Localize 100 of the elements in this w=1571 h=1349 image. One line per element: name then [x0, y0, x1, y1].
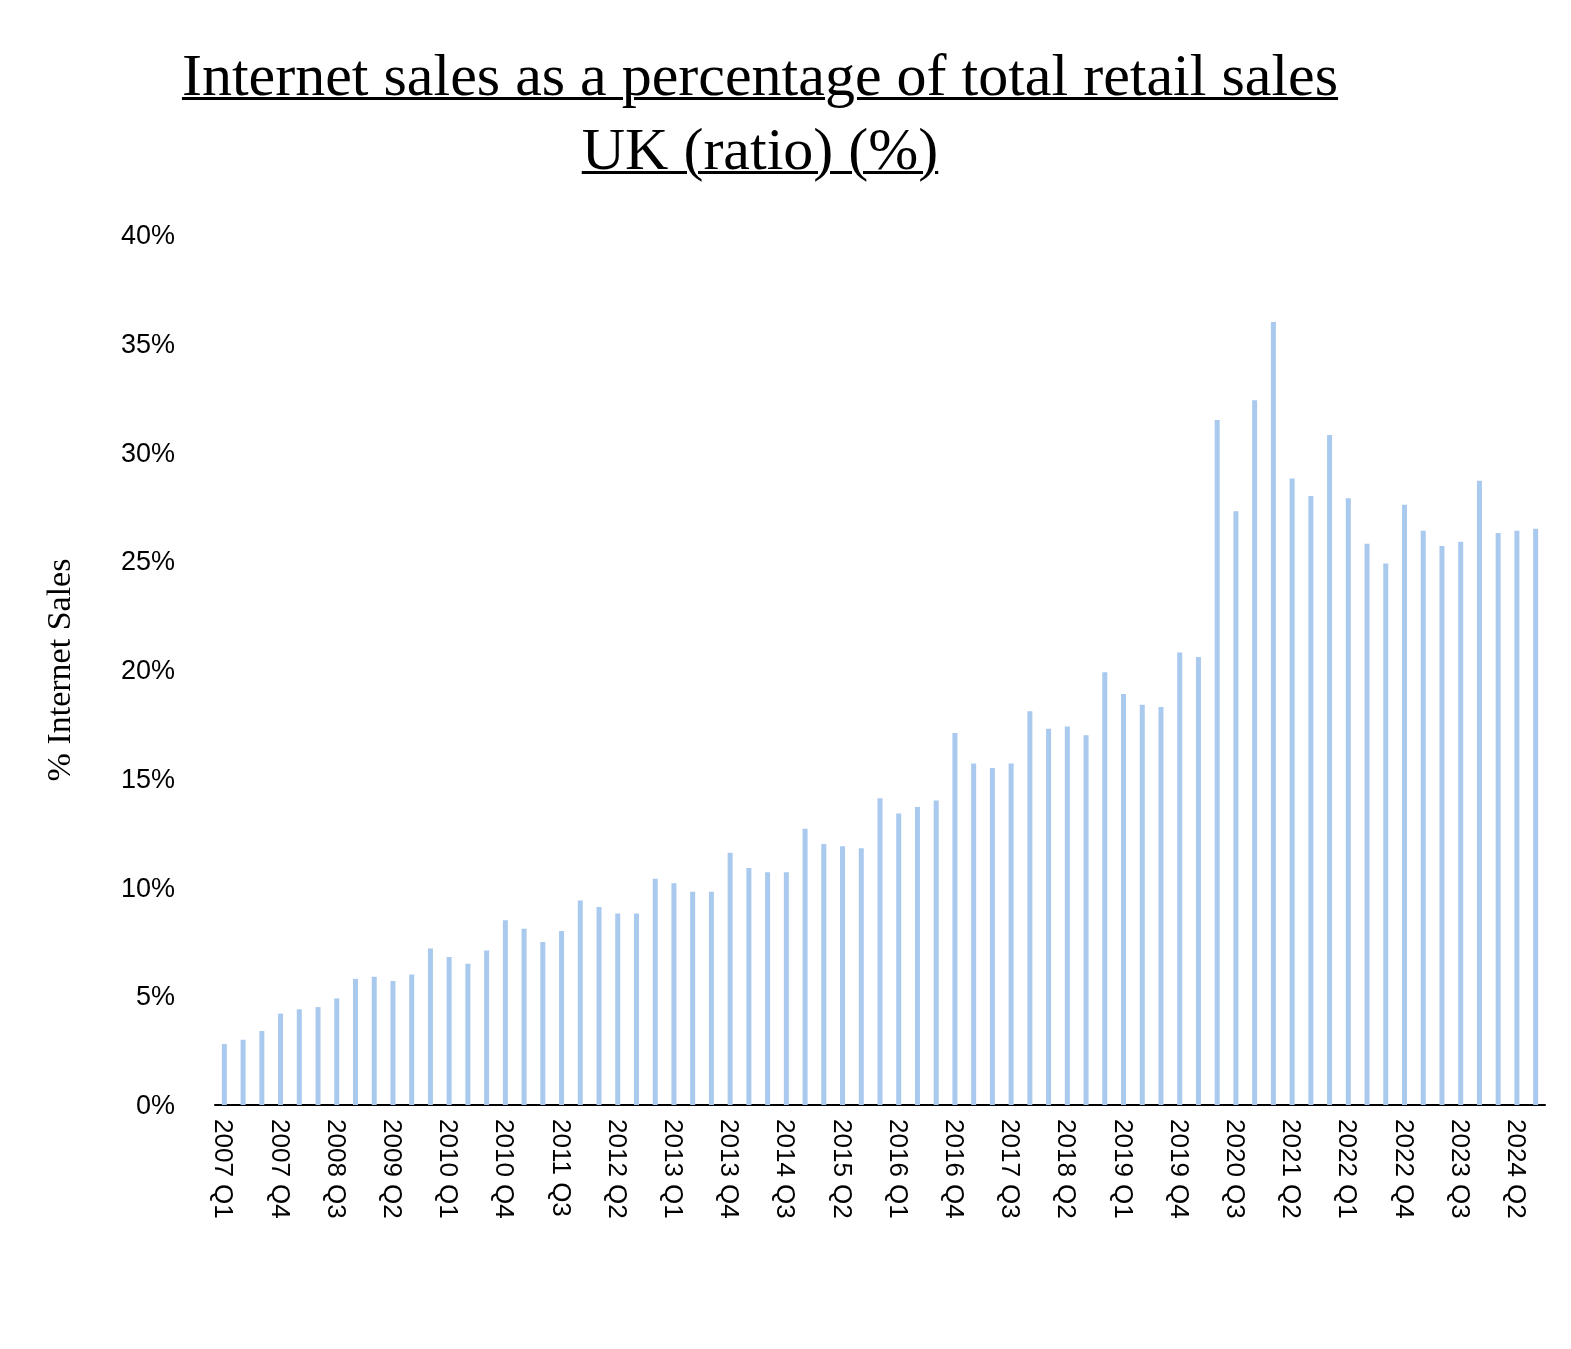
bar [352, 978, 358, 1105]
bar [540, 941, 546, 1105]
x-tick-label: 2008 Q3 [321, 1119, 352, 1219]
bar [971, 763, 977, 1105]
chart-title: Internet sales as a percentage of total retail sales UK (ratio) (%) [180, 41, 1340, 184]
y-tick-label: 15% [120, 763, 175, 794]
bar [521, 928, 527, 1105]
bar [559, 931, 565, 1105]
bar [914, 807, 920, 1105]
bar [1083, 735, 1089, 1105]
x-tick-label: 2013 Q1 [658, 1119, 689, 1219]
bar [1214, 419, 1220, 1105]
bar [221, 1044, 227, 1105]
x-tick-label: 2022 Q1 [1333, 1119, 1364, 1219]
bar [315, 1007, 321, 1105]
bar [1495, 532, 1501, 1105]
bar [933, 800, 939, 1105]
x-tick-label: 2019 Q1 [1108, 1119, 1139, 1219]
bar [877, 798, 883, 1105]
bar [596, 907, 602, 1105]
bar [577, 900, 583, 1105]
bar [765, 872, 771, 1105]
x-tick-label: 2011 Q3 [546, 1119, 577, 1217]
y-tick-label: 0% [135, 1090, 175, 1120]
bar [840, 846, 846, 1105]
x-tick-label: 2010 Q1 [434, 1119, 465, 1219]
x-tick-label: 2015 Q2 [827, 1119, 858, 1219]
bar [390, 981, 396, 1105]
x-tick-label: 2023 Q3 [1445, 1119, 1476, 1219]
bar [1476, 480, 1482, 1105]
bar [259, 1031, 265, 1105]
bar [1308, 496, 1314, 1105]
bar [1195, 656, 1201, 1105]
bar [296, 1009, 302, 1105]
x-tick-label: 2007 Q4 [265, 1119, 296, 1219]
bar [1177, 652, 1183, 1105]
bar [1139, 704, 1145, 1105]
y-tick-label: 35% [120, 328, 175, 359]
bar [1514, 530, 1520, 1105]
bar [1008, 763, 1014, 1105]
bar [1064, 726, 1070, 1105]
bar [465, 963, 471, 1105]
bar [427, 948, 433, 1105]
bar [334, 998, 340, 1105]
x-tick-label: 2018 Q2 [1052, 1119, 1083, 1219]
bar [652, 878, 658, 1105]
bar [690, 891, 696, 1105]
x-tick-label: 2020 Q3 [1220, 1119, 1251, 1219]
bar [1289, 478, 1295, 1105]
bar [1420, 530, 1426, 1105]
bar [783, 872, 789, 1105]
bar [1027, 711, 1033, 1105]
x-tick-label: 2024 Q2 [1501, 1119, 1532, 1219]
y-tick-label: 25% [120, 546, 175, 577]
x-tick-label: 2019 Q4 [1164, 1119, 1195, 1219]
bar [858, 848, 864, 1105]
x-tick-label: 2007 Q1 [209, 1119, 240, 1219]
bar [989, 767, 995, 1105]
bar [1327, 435, 1333, 1105]
bar [1158, 706, 1164, 1105]
bar [671, 883, 677, 1105]
bar [1345, 498, 1351, 1105]
bar [409, 974, 415, 1105]
x-tick-label: 2021 Q2 [1277, 1119, 1308, 1219]
y-tick-label: 30% [120, 437, 175, 468]
bar [952, 733, 958, 1105]
y-tick-label: 40% [120, 220, 175, 250]
x-tick-label: 2016 Q1 [883, 1119, 914, 1219]
bar [1402, 504, 1408, 1105]
bar [727, 852, 733, 1105]
bar [1439, 546, 1445, 1105]
bar [371, 976, 377, 1105]
bar [821, 844, 827, 1105]
y-axis-title: % Internet Sales [39, 558, 77, 782]
x-tick-label: 2009 Q2 [377, 1119, 408, 1219]
bar [1233, 511, 1239, 1105]
bar [1383, 563, 1389, 1105]
x-tick-label: 2013 Q4 [715, 1119, 746, 1219]
x-tick-label: 2017 Q3 [996, 1119, 1027, 1219]
bar [746, 867, 752, 1105]
bar [1252, 400, 1258, 1105]
bar [1121, 693, 1127, 1105]
bar [502, 920, 508, 1105]
x-tick-label: 2012 Q2 [602, 1119, 633, 1219]
bar [1364, 543, 1370, 1105]
bar [1533, 528, 1539, 1105]
bar [708, 891, 714, 1105]
bar [484, 950, 490, 1105]
bar [240, 1039, 246, 1105]
bar [278, 1013, 284, 1105]
bar [1458, 541, 1464, 1105]
x-tick-label: 2010 Q4 [490, 1119, 521, 1219]
bar [1102, 672, 1108, 1105]
y-tick-label: 20% [120, 655, 175, 685]
x-tick-label: 2016 Q4 [939, 1119, 970, 1219]
x-tick-label: 2014 Q3 [771, 1119, 802, 1219]
bar [615, 913, 621, 1105]
bar [633, 913, 639, 1105]
y-tick-label: 10% [120, 872, 175, 903]
bar [1046, 728, 1052, 1105]
